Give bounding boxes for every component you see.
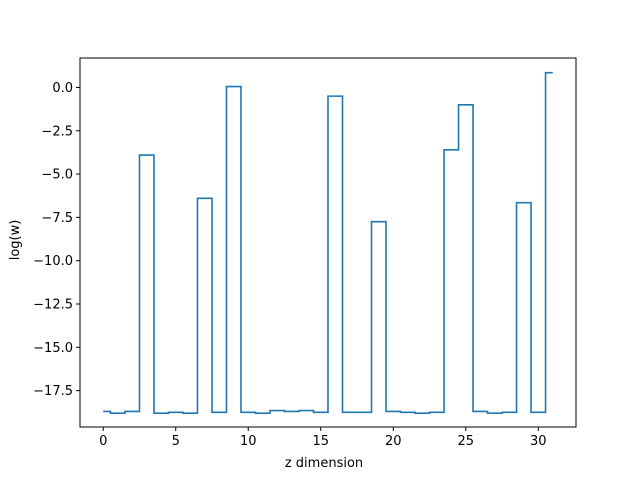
x-tick-label: 15 (312, 434, 329, 449)
y-tick-label: −7.5 (41, 211, 73, 226)
x-tick-label: 5 (172, 434, 180, 449)
y-tick-label: −12.5 (33, 298, 73, 313)
x-axis-ticks: 0 5 10 15 20 25 30 (99, 427, 547, 449)
x-axis-label: z dimension (285, 456, 363, 471)
x-tick-label: 0 (99, 434, 107, 449)
x-tick-label: 30 (530, 434, 547, 449)
y-tick-label: 0.0 (52, 81, 73, 96)
y-tick-label: −2.5 (41, 124, 73, 139)
y-axis-label: log(w) (8, 220, 23, 261)
y-tick-label: −15.0 (33, 341, 73, 356)
series-line (103, 71, 553, 414)
x-tick-label: 25 (458, 434, 475, 449)
plot-area (79, 57, 577, 428)
y-tick-label: −10.0 (33, 254, 73, 269)
y-axis-ticks: 0.0 −2.5 −5.0 −7.5 −10.0 −12.5 −15.0 −17.5 (33, 81, 80, 399)
axes-frame (79, 57, 577, 428)
x-tick-label: 10 (240, 434, 257, 449)
y-tick-label: −5.0 (41, 168, 73, 183)
y-tick-label: −17.5 (33, 384, 73, 399)
x-tick-label: 20 (385, 434, 402, 449)
